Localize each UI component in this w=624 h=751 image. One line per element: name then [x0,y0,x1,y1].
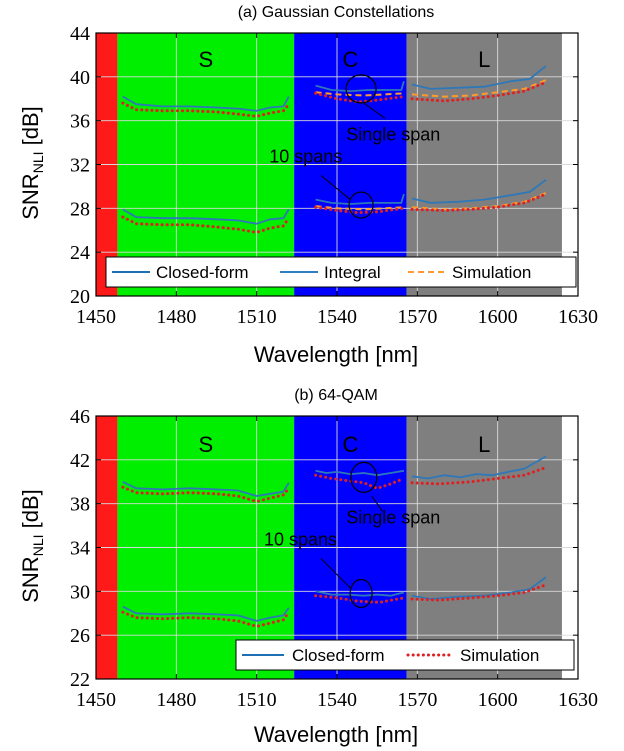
y-tick-label: 38 [70,494,90,516]
y-tick-label: 32 [70,155,90,177]
series-line-closed-form-10-spans [411,576,547,600]
annotation-circle [350,461,378,493]
chart-panel-gaussian: (a) Gaussian Constellations S C L Single sp… [18,4,598,367]
series-line-simulation-10-spans [314,594,406,604]
x-tick-label: 1540 [317,689,357,711]
y-axis-label: SNRNLI [dB] [18,106,46,220]
annotation-text: Single span [346,507,440,527]
series-line-simulation-10-spans [315,205,404,211]
annotation-pointer [363,102,386,119]
series-line-closed-form-10-spans [315,193,405,205]
y-tick-label: 22 [70,669,90,691]
annotation-text: 10 spans [264,529,337,549]
series-line-closed-form-single-span [315,469,405,477]
band-label-l: L [478,432,490,457]
y-axis-label-sub: NLI [30,152,46,174]
y-axis-label-main: SNR [18,173,43,219]
x-tick-label: 1600 [478,689,518,711]
y-axis-label-unit: [dB] [18,106,43,151]
series-line-closed-form-10-spans [122,208,290,225]
series-line-closed-form-single-span [411,65,547,90]
band-label-c: C [342,432,358,457]
x-tick-label: 1450 [76,689,116,711]
y-axis-label-sub: NLI [30,535,46,557]
y-tick-label: 44 [70,23,90,45]
series-line-closed-form-single-span [122,95,290,112]
legend: Closed-form Integral Simulation [105,256,577,288]
series-line-simulation-single-span [410,466,548,486]
x-tick-label: 1570 [397,306,437,328]
series-line-simulation-10-spans [314,205,406,215]
legend-box [105,256,577,288]
series-line-closed-form-10-spans [122,605,290,622]
chart-panel-64qam: (b) 64-QAM S C L Single span 10 spans 1450 148… [18,387,598,747]
y-tick-label: 42 [70,450,90,472]
y-tick-label: 24 [70,242,90,264]
series-line-simulation-single-span [410,80,548,103]
chart-title: (a) Gaussian Constellations [238,4,435,21]
x-axis-label: Wavelength [nm] [254,342,418,367]
x-tick-label: 1600 [478,306,518,328]
annotation-text: 10 spans [269,146,342,166]
series-line-simulation-single-span [121,485,291,503]
legend-box [235,639,575,671]
band-label-s: S [198,47,213,72]
y-tick-label: 28 [70,198,90,220]
y-tick-label: 36 [70,111,90,133]
series-line-simulation-10-spans [410,583,548,602]
series-line-closed-form-10-spans [315,590,405,597]
x-tick-label: 1510 [237,689,277,711]
legend-label: Integral [324,263,381,282]
x-tick-label: 1630 [558,689,598,711]
legend: Closed-form Simulation [235,639,575,671]
x-tick-label: 1540 [317,306,357,328]
band-label-s: S [198,432,213,457]
series-line-closed-form-single-span [315,80,405,92]
annotation-circle [348,191,374,219]
y-tick-label: 20 [70,286,90,308]
series-line-closed-form-single-span [411,455,547,480]
annotation-pointer [371,495,383,512]
x-tick-label: 1480 [156,689,196,711]
annotation-circle [345,74,377,104]
legend-label: Simulation [452,263,531,282]
x-axis-label: Wavelength [nm] [254,722,418,747]
series-line-closed-form-single-span [122,480,290,497]
y-tick-label: 34 [70,538,90,560]
annotation-pointer [320,175,351,200]
series-line-simulation-10-spans [410,192,548,212]
series-line-simulation-single-span [411,79,547,98]
annotation-pointer [320,558,351,589]
y-tick-label: 46 [70,406,90,428]
x-tick-label: 1480 [156,306,196,328]
y-axis-label-main: SNR [18,556,43,602]
legend-label: Simulation [460,646,539,665]
annotation-text: Single span [346,124,440,144]
legend-label: Closed-form [156,263,249,282]
x-tick-label: 1510 [237,306,277,328]
series-line-simulation-single-span [314,473,406,490]
band-label-l: L [478,47,490,72]
x-tick-label: 1630 [558,306,598,328]
chart-title: (b) 64-QAM [294,387,378,404]
y-axis-label: SNRNLI [dB] [18,489,46,603]
series-line-simulation-single-span [315,91,404,97]
series-line-closed-form-10-spans [411,179,547,204]
y-tick-label: 30 [70,581,90,603]
series-line-simulation-single-span [121,101,291,118]
x-tick-label: 1450 [76,306,116,328]
x-tick-label: 1570 [397,689,437,711]
y-tick-label: 40 [70,67,90,89]
y-tick-label: 26 [70,625,90,647]
legend-label: Closed-form [292,646,385,665]
band-label-c: C [342,47,358,72]
series-line-simulation-10-spans [121,215,291,234]
y-axis-label-unit: [dB] [18,489,43,534]
series-line-simulation-single-span [314,91,406,104]
annotation-circle [349,578,373,609]
plot-area: S C L Single span 10 spans 1450 1480 1510 1540 15… [70,406,598,711]
